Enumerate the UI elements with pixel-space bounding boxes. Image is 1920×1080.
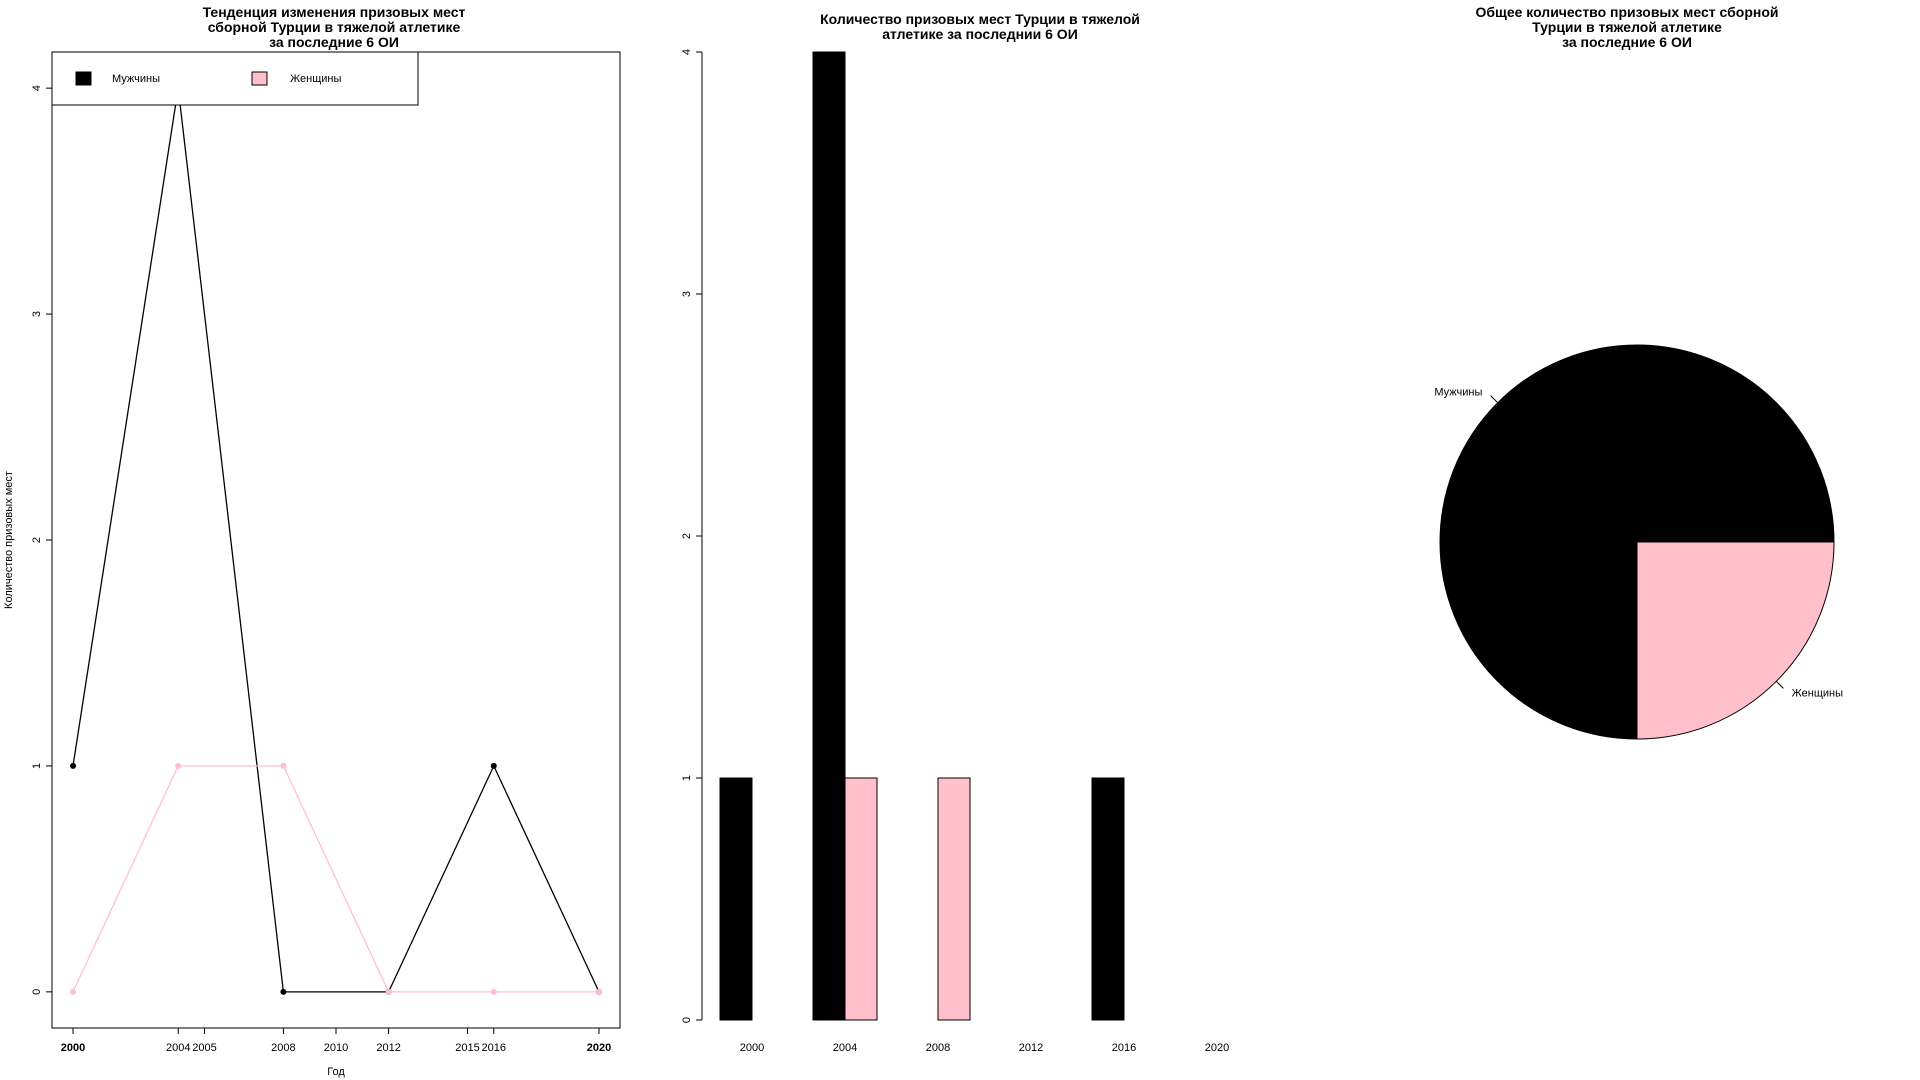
x-tick-label: 2020	[1205, 1042, 1229, 1054]
line-chart-y-axis: 0 1 2 3 4	[31, 85, 53, 995]
data-point-women	[385, 988, 392, 995]
x-tick-label: 2016	[482, 1042, 506, 1054]
y-tick-label: 0	[31, 989, 43, 995]
data-point-women	[70, 988, 77, 995]
bar-2008-women	[937, 777, 971, 1021]
pie-chart-panel: Общее количество призовых мест сборной Т…	[1434, 4, 1843, 740]
pie-chart-title-line-3: за последние 6 ОИ	[1562, 34, 1692, 50]
legend-label-women: Женщины	[290, 73, 341, 85]
data-point-women	[175, 762, 182, 769]
y-tick-label: 4	[31, 85, 43, 91]
pie-label-leader	[1490, 395, 1499, 404]
x-tick-label: 2010	[324, 1042, 348, 1054]
pie-slice-women	[1636, 541, 1835, 740]
line-chart-plot-frame	[51, 51, 621, 1029]
y-tick-label: 2	[31, 537, 43, 543]
x-tick-label: 2004	[833, 1042, 857, 1054]
pie-chart-title-line-1: Общее количество призовых мест сборной	[1475, 4, 1778, 20]
y-tick-label: 3	[31, 311, 43, 317]
line-chart-title-line-2: сборной Турции в тяжелой атлетике	[208, 19, 461, 35]
bar-2004-women	[844, 777, 878, 1021]
x-tick-label: 2004	[166, 1042, 190, 1054]
legend-label-men: Мужчины	[112, 73, 160, 85]
legend-swatch-men	[75, 71, 92, 86]
series-line-men	[72, 88, 600, 993]
x-tick-label: 2008	[926, 1042, 950, 1054]
bar-chart-title-line-1: Количество призовых мест Турции в тяжело…	[820, 11, 1140, 27]
pie-slice-label: Женщины	[1792, 688, 1843, 700]
line-chart-x-axis: 2000 2020 2004 2005 2008 2010 2012 2015 2016	[61, 1027, 611, 1054]
data-point-women	[490, 988, 497, 995]
bar-2000-men	[719, 777, 753, 1021]
bar-chart-y-axis: 0 1 2 3 4	[681, 49, 703, 1023]
y-tick-label: 3	[681, 291, 693, 297]
pie-label-leader	[1775, 680, 1784, 689]
y-tick-label: 2	[681, 533, 693, 539]
line-chart-title-line-1: Тенденция изменения призовых мест	[203, 4, 466, 20]
line-chart-series	[70, 85, 602, 995]
data-point-men	[490, 762, 497, 769]
bar-chart-bars	[719, 51, 1125, 1021]
x-tick-label: 2008	[271, 1042, 295, 1054]
line-chart-title-line-3: за последние 6 ОИ	[269, 34, 399, 50]
y-tick-label: 1	[31, 763, 43, 769]
series-line-women	[72, 765, 599, 993]
pie-chart-title-line-2: Турции в тяжелой атлетике	[1532, 19, 1722, 35]
pie-slice-label: Мужчины	[1434, 386, 1482, 398]
x-tick-label: 2020	[587, 1042, 611, 1054]
bar-chart-panel: Количество призовых мест Турции в тяжело…	[681, 11, 1229, 1054]
data-point-men	[70, 762, 77, 769]
bar-2016-men	[1091, 777, 1125, 1021]
bar-chart-x-axis: 2000 2004 2008 2012 2016 2020	[740, 1042, 1229, 1054]
line-chart-y-axis-label: Количество призовых мест	[3, 471, 15, 609]
line-chart-x-axis-label: Год	[327, 1066, 345, 1078]
legend-box	[51, 51, 419, 106]
pie-chart-slices: Мужчины Женщины	[1434, 344, 1843, 740]
line-chart-panel: Тенденция изменения призовых мест сборно…	[3, 4, 621, 1078]
data-point-men	[280, 988, 287, 995]
y-tick-label: 0	[681, 1017, 693, 1023]
line-chart-legend: Мужчины Женщины	[51, 51, 419, 106]
bar-chart-title-line-2: атлетике за последнии 6 ОИ	[882, 26, 1078, 42]
x-tick-label: 2005	[192, 1042, 216, 1054]
data-point-women	[595, 988, 602, 995]
x-tick-label: 2012	[376, 1042, 400, 1054]
x-tick-label: 2012	[1019, 1042, 1043, 1054]
y-tick-label: 4	[681, 49, 693, 55]
x-tick-label: 2016	[1112, 1042, 1136, 1054]
data-point-women	[280, 762, 287, 769]
bar-2004-men	[812, 51, 846, 1021]
x-tick-label: 2000	[740, 1042, 764, 1054]
legend-swatch-women	[251, 71, 268, 86]
y-tick-label: 1	[681, 775, 693, 781]
x-tick-label: 2015	[455, 1042, 479, 1054]
x-tick-label: 2000	[61, 1042, 85, 1054]
